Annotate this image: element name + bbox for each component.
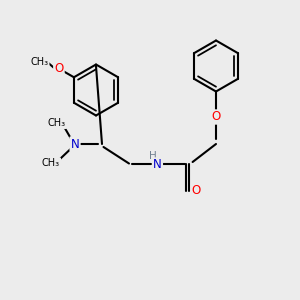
- Text: H: H: [148, 151, 156, 161]
- Text: CH₃: CH₃: [42, 158, 60, 169]
- Text: O: O: [192, 184, 201, 197]
- Text: O: O: [54, 62, 64, 75]
- Text: N: N: [153, 158, 162, 172]
- Text: O: O: [212, 110, 220, 124]
- Text: CH₃: CH₃: [30, 57, 49, 67]
- Text: N: N: [70, 137, 80, 151]
- Text: CH₃: CH₃: [48, 118, 66, 128]
